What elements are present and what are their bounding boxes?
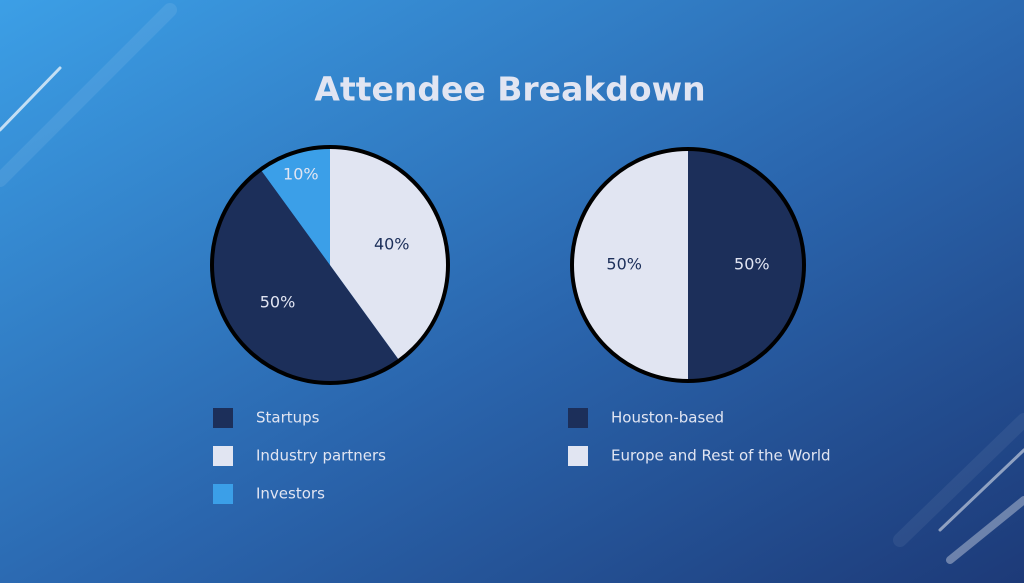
legend-label: Europe and Rest of the World: [611, 447, 831, 465]
legend-label: Industry partners: [256, 447, 386, 465]
value-label: 50%: [734, 255, 770, 274]
value-label: 40%: [374, 234, 410, 253]
pie-slice: [260, 147, 330, 265]
legend-swatch: [568, 408, 588, 428]
pie-slice: [330, 147, 449, 361]
pie-slice: [688, 149, 804, 381]
pie-slice: [572, 149, 688, 381]
decoration: [0, 3, 1024, 564]
pie-outline: [570, 147, 806, 383]
legend-swatch: [568, 446, 588, 466]
legend-label: Houston-based: [611, 409, 724, 427]
value-label: 50%: [260, 293, 296, 312]
legend-swatch: [213, 484, 233, 504]
value-label: 10%: [283, 165, 319, 184]
legend-label: Investors: [256, 485, 325, 503]
pie-slice: [211, 169, 400, 384]
legend-swatch: [213, 408, 233, 428]
value-label: 50%: [606, 255, 642, 274]
title: Attendee Breakdown: [314, 70, 705, 109]
legend-label: Startups: [256, 409, 320, 427]
legend-swatch: [213, 446, 233, 466]
pie-outline: [210, 145, 450, 385]
